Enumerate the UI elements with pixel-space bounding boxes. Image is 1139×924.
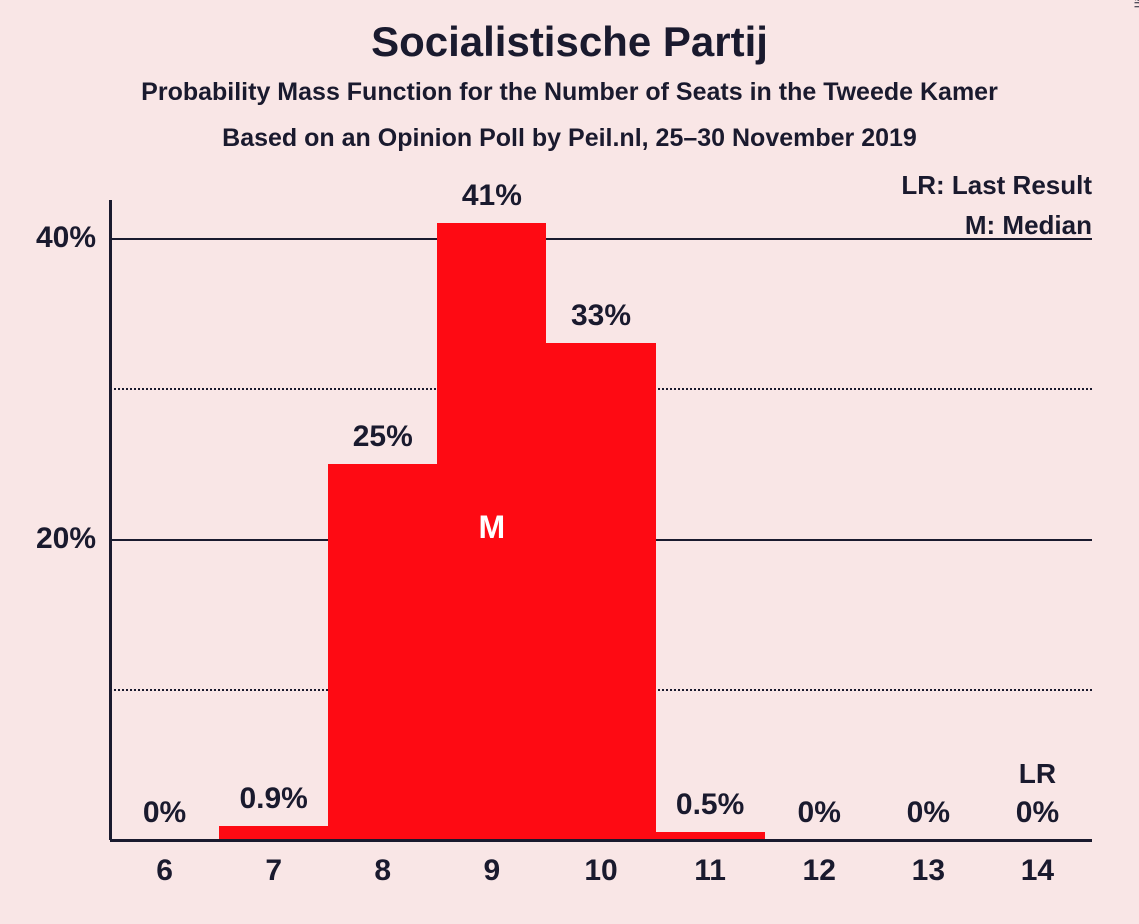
legend-median: M: Median (965, 210, 1092, 241)
bar-value-label: 0% (1016, 796, 1059, 830)
x-tick-label: 13 (912, 854, 945, 888)
y-tick-label: 20% (36, 522, 96, 556)
legend-lr: LR: Last Result (901, 170, 1092, 201)
x-tick-label: 11 (694, 854, 726, 888)
y-tick-label: 40% (36, 221, 96, 255)
y-axis (109, 200, 112, 840)
x-tick-label: 7 (265, 854, 282, 888)
x-tick-label: 8 (374, 854, 391, 888)
x-axis (110, 839, 1092, 842)
bar-value-label: 0% (143, 796, 186, 830)
x-tick-label: 14 (1021, 854, 1054, 888)
median-marker: M (479, 509, 506, 546)
lr-marker: LR (1019, 758, 1056, 790)
x-tick-label: 9 (484, 854, 501, 888)
x-tick-label: 6 (156, 854, 173, 888)
bar (328, 464, 437, 840)
bar-value-label: 25% (353, 420, 413, 454)
bar (546, 343, 655, 840)
bar-value-label: 0% (907, 796, 950, 830)
bar-value-label: 41% (462, 179, 522, 213)
gridline-major (110, 238, 1092, 240)
chart-subtitle-1: Probability Mass Function for the Number… (0, 78, 1139, 107)
bar-value-label: 0% (798, 796, 841, 830)
chart-subtitle-2: Based on an Opinion Poll by Peil.nl, 25–… (0, 124, 1139, 153)
chart-container: © 2020 Filip van Laenen Socialistische P… (0, 0, 1139, 924)
x-tick-label: 12 (803, 854, 836, 888)
x-tick-label: 10 (584, 854, 617, 888)
bar-value-label: 33% (571, 299, 631, 333)
plot-area: 20%40%0%60.9%725%841%M933%100.5%110%120%… (110, 200, 1092, 840)
bar-value-label: 0.5% (676, 788, 744, 822)
copyright-text: © 2020 Filip van Laenen (1131, 0, 1139, 8)
bar-value-label: 0.9% (239, 782, 307, 816)
chart-title: Socialistische Partij (0, 18, 1139, 66)
